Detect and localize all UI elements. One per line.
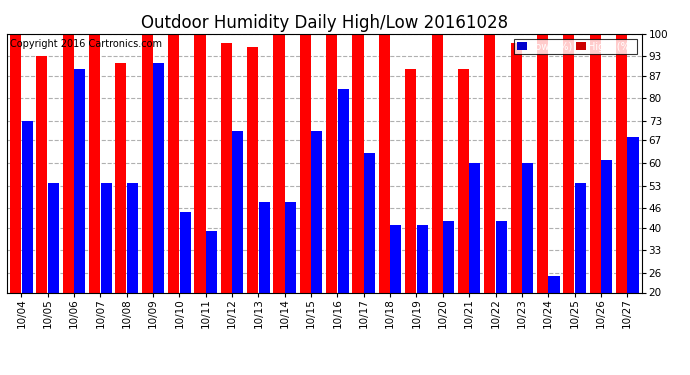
- Bar: [589, 34, 600, 292]
- Bar: [179, 211, 190, 292]
- Bar: [458, 69, 469, 292]
- Bar: [221, 44, 232, 292]
- Bar: [311, 131, 322, 292]
- Bar: [337, 89, 349, 292]
- Bar: [405, 69, 416, 292]
- Bar: [511, 44, 522, 292]
- Bar: [431, 34, 442, 292]
- Bar: [443, 221, 454, 292]
- Bar: [63, 34, 74, 292]
- Bar: [141, 34, 152, 292]
- Bar: [379, 34, 390, 292]
- Bar: [627, 137, 638, 292]
- Bar: [575, 183, 586, 292]
- Bar: [601, 160, 612, 292]
- Bar: [48, 183, 59, 292]
- Bar: [195, 34, 206, 292]
- Bar: [115, 63, 126, 292]
- Bar: [247, 47, 258, 292]
- Bar: [469, 163, 480, 292]
- Text: Copyright 2016 Cartronics.com: Copyright 2016 Cartronics.com: [10, 39, 162, 49]
- Bar: [206, 231, 217, 292]
- Legend: Low  (%), High  (%): Low (%), High (%): [514, 39, 637, 54]
- Title: Outdoor Humidity Daily High/Low 20161028: Outdoor Humidity Daily High/Low 20161028: [141, 14, 508, 32]
- Bar: [285, 202, 296, 292]
- Bar: [391, 225, 402, 292]
- Bar: [537, 34, 548, 292]
- Bar: [616, 34, 627, 292]
- Bar: [496, 221, 507, 292]
- Bar: [259, 202, 270, 292]
- Bar: [353, 34, 364, 292]
- Bar: [233, 131, 244, 292]
- Bar: [21, 121, 32, 292]
- Bar: [273, 34, 284, 292]
- Bar: [417, 225, 428, 292]
- Bar: [153, 63, 164, 292]
- Bar: [549, 276, 560, 292]
- Bar: [326, 34, 337, 292]
- Bar: [484, 34, 495, 292]
- Bar: [563, 34, 574, 292]
- Bar: [168, 34, 179, 292]
- Bar: [364, 153, 375, 292]
- Bar: [127, 183, 138, 292]
- Bar: [10, 34, 21, 292]
- Bar: [89, 34, 100, 292]
- Bar: [75, 69, 86, 292]
- Bar: [37, 56, 48, 292]
- Bar: [299, 34, 311, 292]
- Bar: [522, 163, 533, 292]
- Bar: [101, 183, 112, 292]
